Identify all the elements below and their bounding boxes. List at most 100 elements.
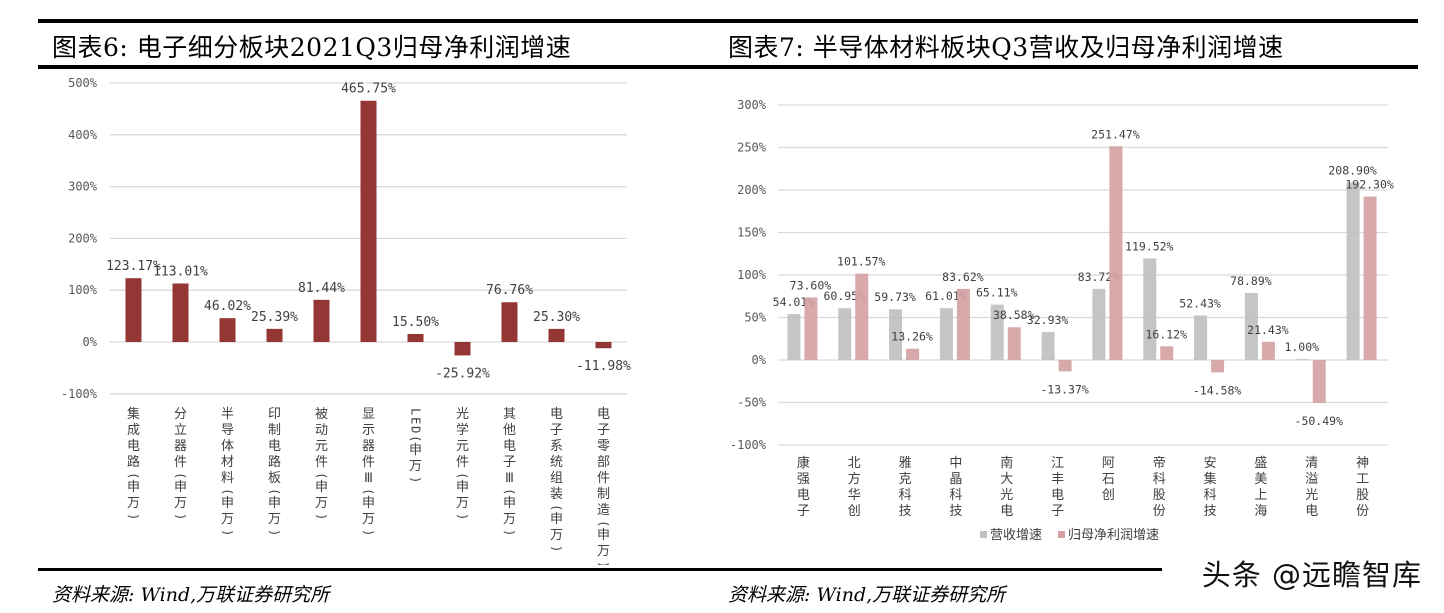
svg-text:雅: 雅: [899, 456, 912, 471]
svg-text:组: 组: [550, 471, 563, 486]
figure-6-title: 图表6: 电子细分板块2021Q3归母净利润增速: [52, 33, 572, 62]
svg-text:电: 电: [1305, 504, 1318, 519]
data-label: 81.44%: [298, 281, 345, 296]
svg-text:): ): [362, 529, 376, 536]
svg-text:他: 他: [503, 423, 516, 438]
svg-text:申: 申: [127, 480, 140, 495]
revenue-bar: [838, 308, 852, 360]
svg-text:盛: 盛: [1254, 456, 1267, 471]
svg-text:体: 体: [221, 439, 234, 454]
svg-text:万: 万: [221, 512, 234, 527]
revenue-bar: [787, 314, 801, 360]
svg-text:份: 份: [1356, 504, 1369, 519]
bar: [172, 283, 189, 342]
svg-text:): ): [597, 561, 611, 565]
svg-text:强: 强: [797, 472, 810, 487]
profit-bar: [1261, 341, 1275, 360]
svg-text:Ⅲ: Ⅲ: [505, 471, 514, 486]
data-label: 25.39%: [251, 310, 298, 325]
bar: [454, 342, 471, 356]
profit-bar: [1109, 146, 1123, 360]
data-label: 54.01%: [773, 295, 815, 309]
revenue-bar: [1346, 182, 1360, 360]
svg-text:申: 申: [221, 496, 234, 511]
svg-text:制: 制: [268, 423, 281, 438]
svg-text:(: (: [362, 488, 376, 495]
profit-bar: [1312, 360, 1326, 403]
svg-text:): ): [127, 513, 141, 520]
svg-text:学: 学: [456, 422, 469, 438]
data-label: 32.93%: [1027, 313, 1069, 327]
data-label: 465.75%: [341, 82, 396, 97]
y-tick-label: -50%: [737, 396, 767, 410]
data-label: 46.02%: [204, 299, 251, 314]
svg-text:克: 克: [899, 472, 912, 487]
svg-text:万: 万: [456, 496, 469, 511]
data-label: 73.60%: [790, 278, 832, 292]
svg-text:晶: 晶: [949, 472, 962, 487]
legend-label: 营收增速: [990, 528, 1042, 543]
revenue-bar: [1295, 359, 1309, 360]
figure-6-bar-chart: -100%0%100%200%300%400%500%123.17%集成电路(申…: [61, 76, 631, 565]
svg-text:南: 南: [1000, 455, 1013, 471]
svg-text:元: 元: [315, 439, 328, 454]
svg-text:光: 光: [456, 407, 469, 422]
revenue-bar: [1041, 332, 1055, 360]
svg-text:集: 集: [127, 406, 140, 422]
svg-text:器: 器: [362, 439, 375, 454]
svg-text:): ): [409, 476, 423, 483]
svg-text:大: 大: [1000, 472, 1013, 487]
revenue-bar: [1143, 258, 1157, 360]
revenue-bar: [1244, 292, 1258, 360]
revenue-bar: [990, 304, 1004, 360]
data-label: 251.47%: [1091, 127, 1140, 141]
svg-text:技: 技: [949, 504, 962, 519]
bar: [125, 278, 142, 342]
svg-text:零: 零: [597, 439, 610, 454]
svg-text:其: 其: [503, 407, 516, 422]
data-label: 15.50%: [392, 315, 439, 330]
title-bottom-rule: [38, 65, 722, 69]
svg-text:示: 示: [362, 423, 375, 438]
data-label: 101.57%: [837, 255, 886, 269]
data-label: 208.90%: [1328, 163, 1377, 177]
title-top-rule: [38, 19, 722, 23]
svg-text:创: 创: [1102, 488, 1115, 503]
profit-bar: [1363, 196, 1377, 360]
svg-text:被: 被: [315, 407, 328, 422]
data-label: 1.00%: [1284, 340, 1319, 354]
svg-text:(: (: [127, 472, 141, 479]
svg-text:申: 申: [174, 480, 187, 495]
svg-text:D: D: [409, 426, 423, 433]
data-label: 52.43%: [1179, 296, 1221, 310]
data-label: 65.11%: [976, 286, 1018, 300]
svg-text:(: (: [268, 488, 282, 495]
y-tick-label: 500%: [68, 76, 98, 90]
y-tick-label: 200%: [68, 231, 98, 245]
svg-text:(: (: [503, 488, 517, 495]
svg-text:元: 元: [456, 439, 469, 454]
data-label: 16.12%: [1145, 327, 1187, 341]
svg-text:帝: 帝: [1153, 455, 1166, 471]
svg-text:): ): [268, 529, 282, 536]
svg-text:申: 申: [456, 480, 469, 495]
svg-text:江: 江: [1051, 456, 1064, 471]
revenue-bar: [939, 308, 953, 360]
data-label: 59.73%: [874, 290, 916, 304]
profit-bar: [1211, 360, 1225, 373]
svg-text:申: 申: [362, 496, 375, 511]
bar: [360, 100, 377, 342]
profit-bar: [804, 297, 818, 360]
data-label: -50.49%: [1295, 414, 1344, 428]
profit-bar: [855, 273, 869, 360]
svg-text:科: 科: [949, 488, 962, 503]
